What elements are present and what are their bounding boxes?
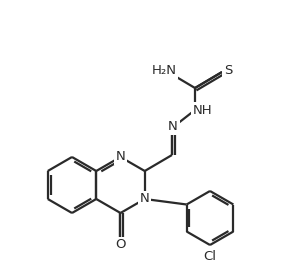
Text: N: N <box>116 150 125 163</box>
Text: Cl: Cl <box>203 250 217 263</box>
Text: O: O <box>115 238 126 252</box>
Text: N: N <box>168 120 178 134</box>
Text: H₂N: H₂N <box>152 65 177 78</box>
Text: NH: NH <box>193 104 213 117</box>
Text: N: N <box>140 193 150 206</box>
Text: S: S <box>224 65 232 78</box>
